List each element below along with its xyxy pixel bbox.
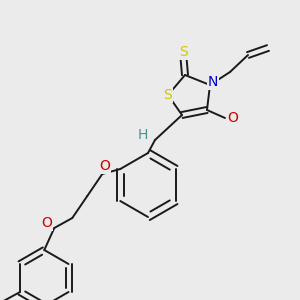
Text: H: H (138, 128, 148, 142)
Text: O: O (99, 159, 110, 173)
Text: O: O (228, 111, 238, 125)
Text: N: N (208, 75, 218, 89)
Text: S: S (178, 45, 188, 59)
Text: O: O (41, 216, 52, 230)
Text: S: S (164, 88, 172, 102)
